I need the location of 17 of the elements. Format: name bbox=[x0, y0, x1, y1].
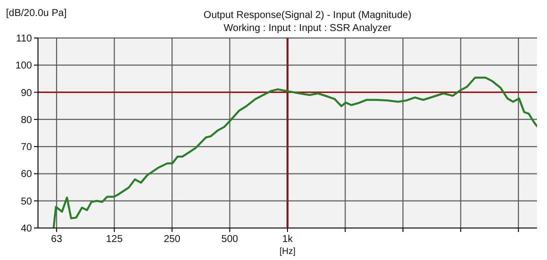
x-tick-label: 1k bbox=[282, 234, 294, 245]
y-tick-label: 60 bbox=[20, 169, 32, 180]
y-tick-label: 50 bbox=[20, 196, 32, 208]
y-tick-label: 40 bbox=[20, 224, 32, 234]
x-tick-label: 125 bbox=[106, 234, 124, 245]
y-axis-title: [dB/20.0u Pa] bbox=[6, 8, 67, 19]
y-tick-label: 100 bbox=[15, 60, 32, 72]
chart-subtitle: Working : Input : Input : SSR Analyzer bbox=[224, 23, 392, 34]
y-tick-label: 110 bbox=[16, 34, 32, 44]
x-tick-label: 500 bbox=[221, 234, 239, 245]
y-tick-label: 80 bbox=[20, 114, 32, 126]
y-tick-label: 90 bbox=[20, 88, 32, 99]
x-axis-title: [Hz] bbox=[279, 246, 296, 256]
x-tick-label: 250 bbox=[164, 234, 181, 245]
chart-title: Output Response(Signal 2) - Input (Magnitude) bbox=[204, 10, 412, 21]
x-tick-label: 63 bbox=[51, 234, 63, 245]
y-tick-label: 70 bbox=[20, 142, 32, 154]
